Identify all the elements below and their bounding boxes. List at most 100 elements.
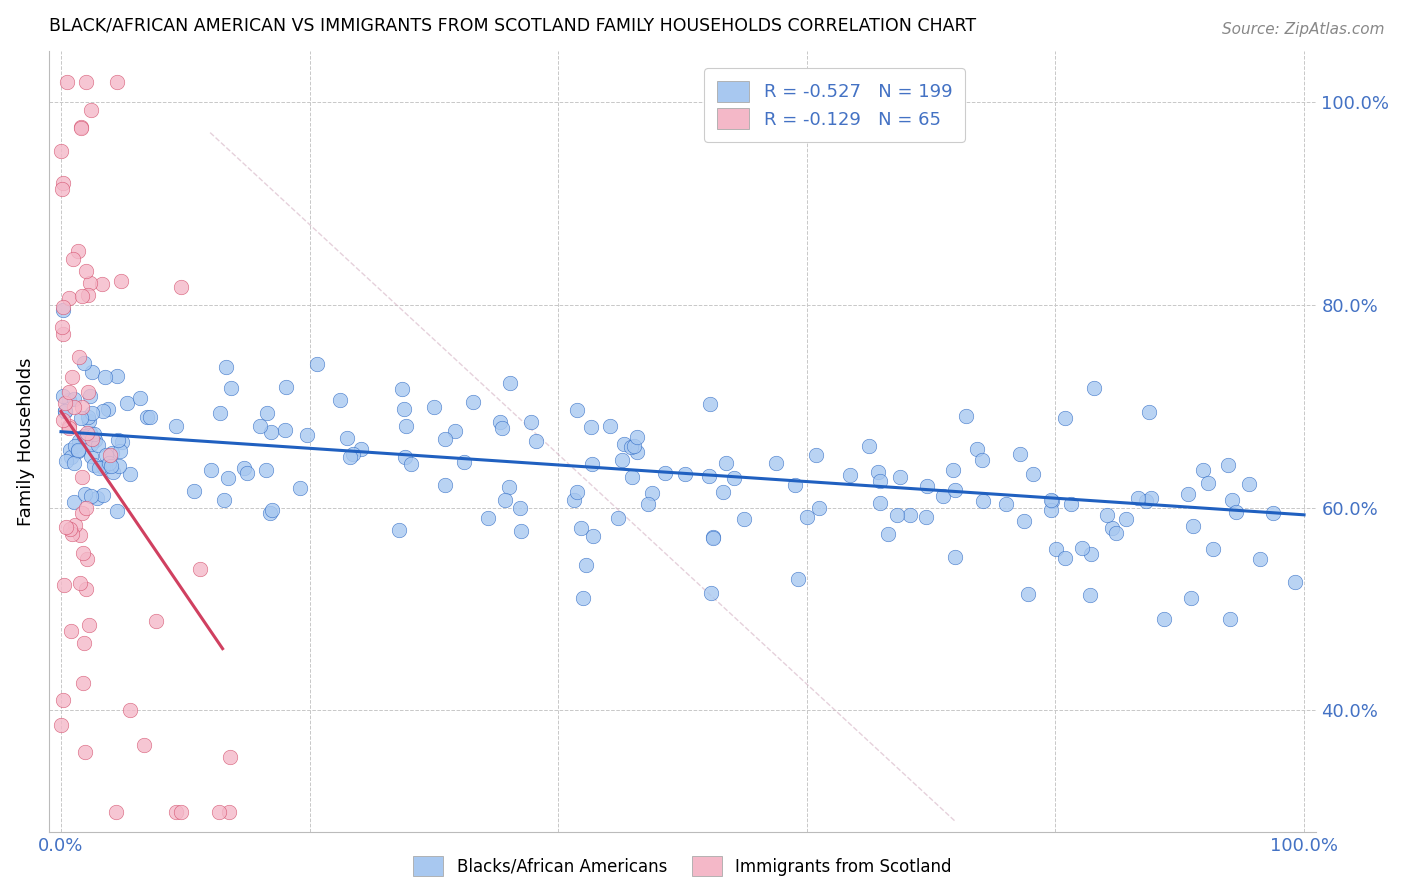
Point xyxy=(886,508,908,522)
Point xyxy=(70,289,93,303)
Point xyxy=(995,497,1018,511)
Point xyxy=(915,510,938,524)
Point xyxy=(700,586,723,600)
Point xyxy=(83,458,105,473)
Point xyxy=(52,300,75,314)
Point xyxy=(620,470,643,484)
Point xyxy=(105,75,128,89)
Point xyxy=(75,500,97,515)
Point xyxy=(1012,514,1035,528)
Point xyxy=(62,252,84,267)
Point xyxy=(254,462,277,476)
Point xyxy=(1126,491,1149,505)
Point xyxy=(399,457,422,471)
Point xyxy=(183,484,205,499)
Point xyxy=(67,434,90,449)
Point xyxy=(63,517,86,532)
Point xyxy=(73,636,96,650)
Point xyxy=(765,457,787,471)
Point xyxy=(838,467,860,482)
Point xyxy=(394,401,416,416)
Point xyxy=(90,277,112,292)
Point xyxy=(79,489,101,503)
Point xyxy=(188,562,211,576)
Point xyxy=(276,380,298,394)
Point xyxy=(723,471,745,485)
Point xyxy=(52,327,75,342)
Point xyxy=(488,415,510,429)
Point xyxy=(94,370,117,384)
Point xyxy=(170,280,193,294)
Point xyxy=(75,582,97,596)
Point xyxy=(1139,404,1161,418)
Point xyxy=(52,303,75,318)
Point xyxy=(105,503,128,517)
Point xyxy=(256,406,278,420)
Point xyxy=(499,376,522,391)
Point xyxy=(76,425,98,440)
Point xyxy=(236,466,259,480)
Point xyxy=(806,448,828,462)
Point xyxy=(569,521,592,535)
Point xyxy=(274,423,297,437)
Point xyxy=(49,144,72,158)
Point xyxy=(613,437,636,451)
Point xyxy=(49,718,72,732)
Point xyxy=(1008,446,1031,460)
Point xyxy=(51,389,73,403)
Point xyxy=(77,287,100,301)
Point xyxy=(79,103,101,117)
Point xyxy=(69,120,91,134)
Point xyxy=(295,427,318,442)
Point xyxy=(76,552,98,566)
Point xyxy=(108,443,131,458)
Point xyxy=(582,529,605,543)
Point xyxy=(55,404,77,418)
Point xyxy=(80,406,103,420)
Point xyxy=(118,467,141,481)
Point xyxy=(972,493,994,508)
Point xyxy=(565,403,588,417)
Point xyxy=(702,530,724,544)
Point xyxy=(66,244,89,258)
Point xyxy=(77,414,100,428)
Point xyxy=(80,449,103,463)
Point xyxy=(67,350,90,364)
Point xyxy=(63,456,86,470)
Point xyxy=(51,320,73,334)
Point xyxy=(259,506,281,520)
Point xyxy=(1197,475,1219,490)
Point xyxy=(336,431,359,445)
Point xyxy=(63,392,86,406)
Point xyxy=(79,389,101,403)
Point xyxy=(423,400,446,414)
Point xyxy=(120,703,142,717)
Point xyxy=(55,520,77,534)
Point xyxy=(564,493,586,508)
Point xyxy=(868,465,890,479)
Point xyxy=(70,121,93,136)
Point xyxy=(1045,542,1067,557)
Point xyxy=(607,511,630,525)
Point xyxy=(520,415,543,429)
Point xyxy=(100,446,122,460)
Point xyxy=(433,432,456,446)
Point xyxy=(52,693,75,707)
Point xyxy=(1083,381,1105,395)
Point xyxy=(1101,521,1123,535)
Point xyxy=(219,382,242,396)
Point xyxy=(232,461,254,475)
Point xyxy=(307,358,329,372)
Point xyxy=(101,465,124,479)
Point xyxy=(328,393,350,408)
Point xyxy=(97,456,120,470)
Point xyxy=(212,492,235,507)
Point xyxy=(75,263,97,277)
Point xyxy=(249,419,271,434)
Point xyxy=(1218,458,1240,472)
Point xyxy=(58,420,80,434)
Point xyxy=(869,495,891,509)
Point xyxy=(510,524,533,538)
Point xyxy=(72,545,94,559)
Point xyxy=(87,438,110,452)
